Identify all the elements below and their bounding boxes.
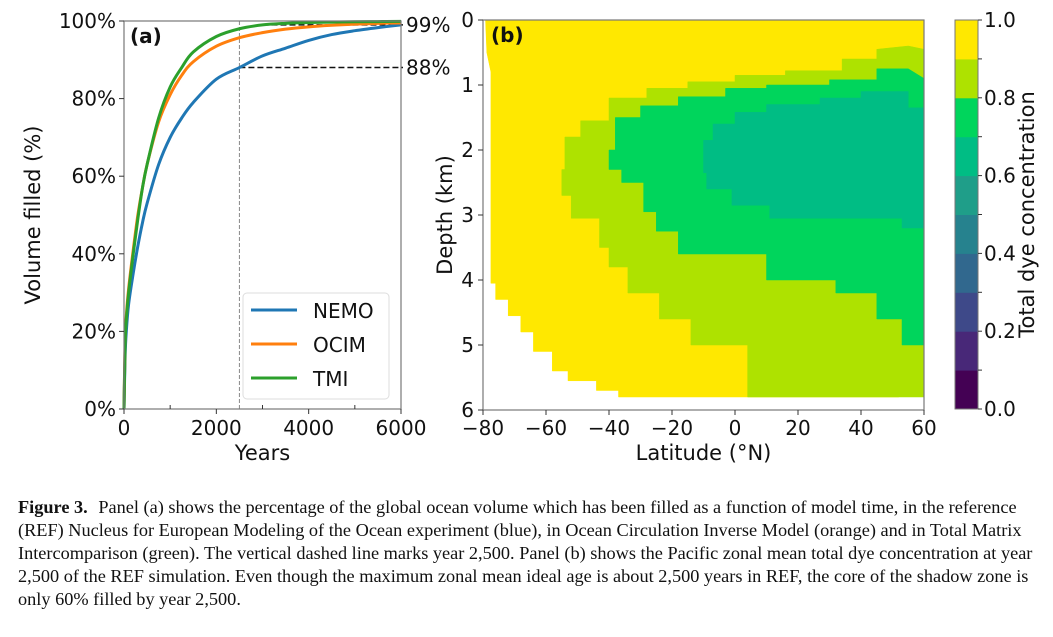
- y-tick-label: 20%: [72, 319, 116, 343]
- panel-a-marks: 88% 99%: [122, 13, 450, 410]
- x-tick-label: 4000: [283, 416, 334, 440]
- latitude-tick-label: 0: [729, 416, 742, 440]
- colorbar-swatch-0.1: [955, 331, 978, 371]
- latitude-tick-label: −60: [525, 416, 567, 440]
- colorbar-swatch-0.6: [955, 136, 978, 177]
- latitude-tick-label: −20: [651, 416, 693, 440]
- colorbar-swatch-0.0: [955, 370, 978, 410]
- depth-tick-label: 5: [461, 333, 474, 357]
- depth-tick-label: 3: [461, 203, 474, 227]
- latitude-tick-label: −40: [588, 416, 630, 440]
- panel-a-ticks: 0% 20% 40% 60% 80% 100% 0 2000 4000 6000: [59, 9, 427, 440]
- panel-b-ticks: 0 1 2 3 4 5 6−80 −60 −40 −20 0 20 40 60: [461, 8, 936, 440]
- legend-box: [242, 292, 390, 400]
- y-tick-label: 0%: [84, 397, 116, 421]
- legend-label-tmi: TMI: [312, 367, 348, 391]
- colorbar-swatch-0.7: [955, 97, 978, 138]
- panel-a-x-axis-label: Years: [234, 441, 290, 465]
- panel-b-tag: (b): [491, 23, 524, 47]
- depth-tick-label: 2: [461, 138, 474, 162]
- colorbar-swatches: [955, 20, 978, 410]
- panel-b-x-axis-label: Latitude (°N): [636, 441, 772, 465]
- series-line-tmi: [122, 19, 402, 410]
- latitude-tick-label: 60: [911, 416, 936, 440]
- y-tick-label: 80%: [72, 87, 116, 111]
- panel-a-tag: (a): [130, 24, 162, 48]
- colorbar-tick-label: 1.0: [984, 8, 1016, 32]
- legend: NEMO OCIM TMI: [242, 292, 390, 400]
- caption-text: Panel (a) shows the percentage of the gl…: [18, 497, 1033, 609]
- x-tick-label: 0: [118, 416, 131, 440]
- legend-label-nemo: NEMO: [313, 299, 374, 323]
- colorbar: 0.0 0.2 0.4 0.6 0.8 1.0 Total dye concentrati…: [954, 8, 1039, 421]
- x-tick-label: 2000: [191, 416, 242, 440]
- reference-label-99pct: 99%: [406, 13, 450, 37]
- colorbar-swatch-0.2: [955, 292, 978, 332]
- panel-b-y-axis-label: Depth (km): [433, 155, 457, 275]
- colorbar-tick-label: 0.0: [984, 397, 1016, 421]
- reference-label-88pct: 88%: [406, 56, 450, 80]
- y-tick-label: 40%: [72, 242, 116, 266]
- latitude-tick-label: 20: [785, 416, 810, 440]
- panel-b-contour-bands: [485, 19, 925, 398]
- colorbar-swatch-0.8: [955, 58, 978, 99]
- figure-caption: Figure 3. Panel (a) shows the percentage…: [18, 496, 1043, 611]
- figure-canvas: 88%99% 0%20%40%60%80%100%0 2000 4000 6000 (…: [21, 8, 1039, 465]
- depth-tick-label: 0: [461, 8, 474, 32]
- depth-tick-label: 6: [461, 398, 474, 422]
- panel-a-y-axis-label: Volume filled (%): [21, 126, 45, 305]
- depth-tick-label: 4: [461, 268, 474, 292]
- colorbar-swatch-0.3: [955, 253, 978, 293]
- depth-tick-label: 1: [461, 73, 474, 97]
- colorbar-tick-label: 0.4: [984, 241, 1016, 265]
- y-tick-label: 60%: [72, 164, 116, 188]
- contour-band-0.6-0.7: [703, 91, 925, 229]
- panel-a-line-chart: 88% 99% 0% 20% 40% 60% 80% 100% 0 2000 4000 6000 (…: [21, 9, 450, 465]
- figure-number: Figure 3.: [18, 497, 88, 517]
- colorbar-tick-label: 0.6: [984, 164, 1016, 188]
- legend-label-ocim: OCIM: [313, 333, 366, 357]
- colorbar-tick-label: 0.2: [984, 319, 1016, 343]
- y-tick-label: 100%: [59, 9, 116, 33]
- x-tick-label: 6000: [376, 416, 427, 440]
- latitude-tick-label: −80: [462, 416, 504, 440]
- colorbar-label: Total dye concentration: [1015, 91, 1039, 339]
- panel-b-heatmap: 0 1 2 3 4 5 6−80 −60 −40 −20 0 20 40 60 (b) Latitude …: [433, 8, 937, 465]
- latitude-tick-label: 40: [848, 416, 873, 440]
- colorbar-swatch-0.9: [955, 20, 978, 60]
- colorbar-swatch-0.5: [955, 175, 978, 215]
- colorbar-ticks: 0.0 0.2 0.4 0.6 0.8 1.0: [978, 8, 1016, 421]
- colorbar-tick-label: 0.8: [984, 86, 1016, 110]
- colorbar-swatch-0.4: [955, 214, 978, 254]
